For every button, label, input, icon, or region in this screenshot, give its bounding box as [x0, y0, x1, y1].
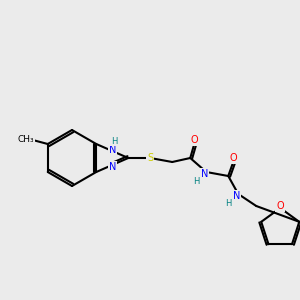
Text: H: H: [111, 136, 117, 146]
Text: N: N: [201, 169, 208, 179]
Text: N: N: [232, 191, 240, 201]
Text: O: O: [190, 135, 198, 145]
Text: O: O: [230, 153, 237, 163]
Text: S: S: [147, 153, 153, 163]
Text: N: N: [109, 162, 116, 172]
Text: H: H: [193, 178, 200, 187]
Text: H: H: [225, 200, 231, 208]
Text: CH₃: CH₃: [17, 136, 34, 145]
Text: N: N: [109, 145, 116, 155]
Text: O: O: [276, 201, 284, 211]
